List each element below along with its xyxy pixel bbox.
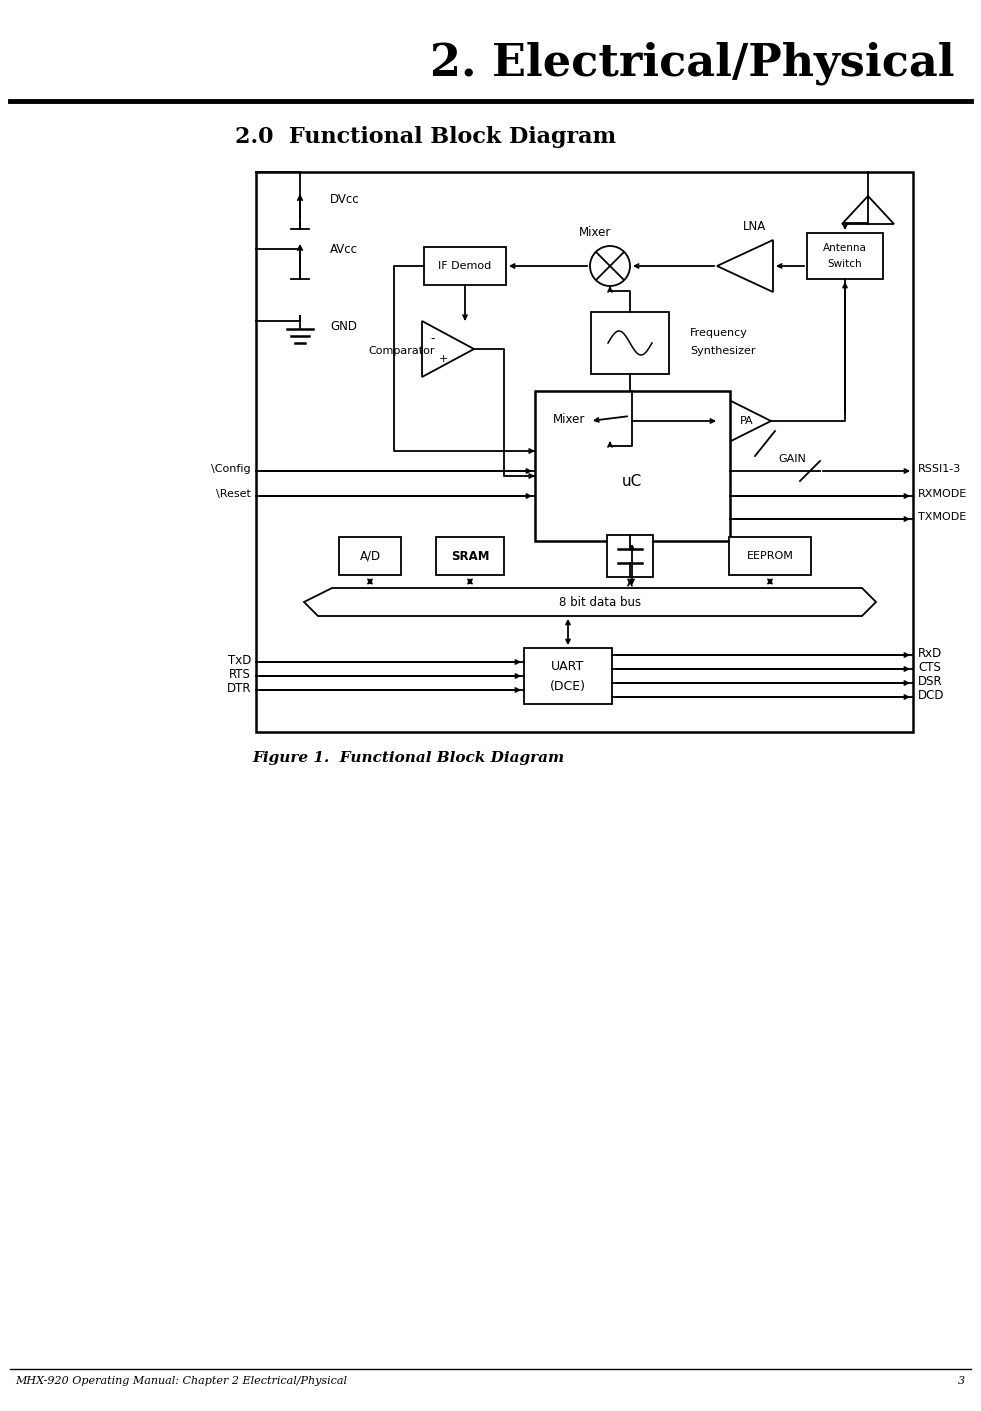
Bar (256, 172, 913, 732)
Text: LNA: LNA (744, 220, 766, 233)
Text: GAIN: GAIN (778, 454, 805, 464)
Bar (535, 391, 730, 540)
Bar (424, 247, 506, 285)
Text: Mixer: Mixer (579, 226, 611, 238)
Text: Comparator: Comparator (368, 346, 435, 356)
Text: +: + (439, 354, 447, 364)
Text: RXMODE: RXMODE (918, 490, 967, 499)
Text: -: - (431, 333, 436, 346)
Bar (339, 538, 401, 576)
Bar (607, 535, 653, 577)
Text: EEPROM: EEPROM (747, 552, 794, 562)
Text: 8 bit data bus: 8 bit data bus (559, 595, 641, 608)
Bar (524, 648, 612, 704)
Text: 3: 3 (957, 1376, 965, 1386)
Text: DVcc: DVcc (330, 192, 360, 206)
Text: DTR: DTR (227, 682, 251, 694)
Text: DCD: DCD (918, 689, 945, 701)
Text: Figure 1.  Functional Block Diagram: Figure 1. Functional Block Diagram (252, 751, 564, 765)
Text: (DCE): (DCE) (550, 680, 586, 693)
Text: RxD: RxD (918, 646, 942, 659)
Text: CTS: CTS (918, 660, 941, 673)
Text: Switch: Switch (828, 260, 862, 270)
Text: \Reset: \Reset (216, 490, 251, 499)
Text: MHX-920 Operating Manual: Chapter 2 Electrical/Physical: MHX-920 Operating Manual: Chapter 2 Elec… (15, 1376, 347, 1386)
Text: TxD: TxD (228, 653, 251, 666)
Text: A/D: A/D (359, 549, 381, 563)
Text: RSSI1-3: RSSI1-3 (918, 464, 961, 474)
Text: GND: GND (330, 319, 357, 333)
Text: IF Demod: IF Demod (439, 261, 491, 271)
Text: Synthesizer: Synthesizer (690, 346, 755, 356)
Text: RTS: RTS (230, 667, 251, 680)
Text: 2.0  Functional Block Diagram: 2.0 Functional Block Diagram (235, 126, 616, 148)
Text: Frequency: Frequency (690, 327, 748, 339)
Text: UART: UART (551, 659, 585, 673)
Text: uC: uC (622, 474, 643, 488)
Text: PA: PA (741, 416, 753, 426)
Text: AVcc: AVcc (330, 243, 358, 255)
Text: \Config: \Config (211, 464, 251, 474)
Bar (807, 233, 883, 279)
Text: Antenna: Antenna (823, 243, 867, 253)
Bar (591, 312, 669, 374)
Text: 2. Electrical/Physical: 2. Electrical/Physical (431, 41, 955, 85)
Bar (729, 538, 811, 576)
Text: TXMODE: TXMODE (918, 512, 966, 522)
Text: Mixer: Mixer (553, 412, 586, 426)
Bar (436, 538, 504, 576)
Text: DSR: DSR (918, 674, 943, 687)
Text: SRAM: SRAM (450, 549, 490, 563)
